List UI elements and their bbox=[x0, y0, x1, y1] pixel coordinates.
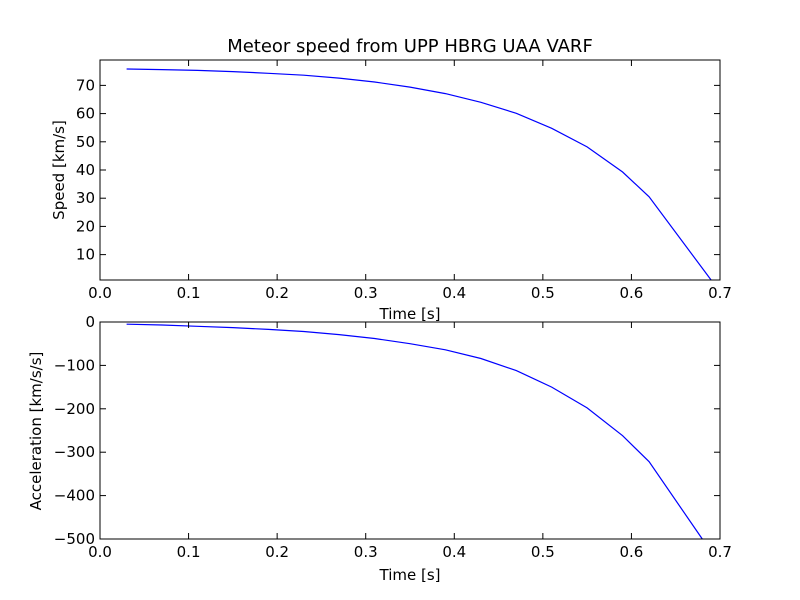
speed-x-tick-label: 0.2 bbox=[265, 284, 289, 302]
acceleration-y-tick-label: −100 bbox=[54, 356, 95, 374]
acceleration-x-axis-label: Time [s] bbox=[379, 566, 441, 584]
acceleration-x-tick-label: 0.3 bbox=[354, 543, 378, 561]
speed-x-ticks: 0.0 0.1 0.2 0.3 0.4 0.5 0.6 0.7 bbox=[88, 60, 732, 302]
acceleration-y-tick-label: −200 bbox=[54, 400, 95, 418]
acceleration-y-ticks: 0 −100 −200 −300 −400 −500 bbox=[54, 313, 720, 548]
speed-x-tick-label: 0.0 bbox=[88, 284, 112, 302]
acceleration-axes-frame bbox=[99, 321, 721, 540]
acceleration-x-tick-label: 0.4 bbox=[442, 543, 466, 561]
acceleration-x-tick-label: 0.7 bbox=[708, 543, 732, 561]
acceleration-y-tick-label: −500 bbox=[54, 530, 95, 548]
acceleration-x-ticks: 0.0 0.1 0.2 0.3 0.4 0.5 0.6 0.7 bbox=[88, 322, 732, 561]
speed-panel: Meteor speed from UPP HBRG UAA VARF 0.0 0… bbox=[50, 36, 732, 323]
speed-x-tick-label: 0.3 bbox=[354, 284, 378, 302]
acceleration-y-axis-label: Acceleration [km/s/s] bbox=[27, 352, 45, 511]
acceleration-y-tick-label: −400 bbox=[54, 487, 95, 505]
speed-y-tick-label: 30 bbox=[76, 189, 95, 207]
acceleration-y-tick-label: −300 bbox=[54, 443, 95, 461]
acceleration-y-tick-label: 0 bbox=[85, 313, 95, 331]
speed-x-tick-label: 0.4 bbox=[442, 284, 466, 302]
speed-y-ticks: 10 20 30 40 50 60 70 bbox=[76, 76, 720, 264]
speed-axes-frame bbox=[99, 59, 721, 281]
acceleration-x-tick-label: 0.6 bbox=[619, 543, 643, 561]
speed-y-tick-label: 60 bbox=[76, 105, 95, 123]
speed-y-tick-label: 20 bbox=[76, 217, 95, 235]
speed-plot-area: 0.0 0.1 0.2 0.3 0.4 0.5 0.6 0.7 10 20 30 40 50 60 70 bbox=[76, 59, 732, 302]
acceleration-series bbox=[126, 323, 703, 540]
acceleration-x-tick-label: 0.5 bbox=[531, 543, 555, 561]
acceleration-series-line bbox=[126, 323, 703, 540]
speed-y-tick-label: 70 bbox=[76, 76, 95, 94]
speed-chart-title: Meteor speed from UPP HBRG UAA VARF bbox=[227, 36, 593, 57]
speed-y-tick-label: 40 bbox=[76, 161, 95, 179]
speed-y-tick-label: 10 bbox=[76, 246, 95, 264]
speed-y-tick-label: 50 bbox=[76, 133, 95, 151]
speed-y-axis-label: Speed [km/s] bbox=[50, 120, 68, 220]
speed-x-tick-label: 0.6 bbox=[619, 284, 643, 302]
speed-plot-background bbox=[100, 60, 720, 280]
acceleration-x-tick-label: 0.0 bbox=[88, 543, 112, 561]
speed-x-tick-label: 0.1 bbox=[177, 284, 201, 302]
acceleration-x-tick-label: 0.1 bbox=[177, 543, 201, 561]
speed-series-line bbox=[126, 68, 712, 281]
acceleration-plot-background bbox=[100, 322, 720, 539]
speed-x-axis-label: Time [s] bbox=[379, 305, 441, 323]
speed-series bbox=[126, 68, 712, 281]
acceleration-panel: 0.0 0.1 0.2 0.3 0.4 0.5 0.6 0.7 0 −100 −200 −300 −4… bbox=[27, 313, 732, 584]
speed-x-tick-label: 0.7 bbox=[708, 284, 732, 302]
speed-x-tick-label: 0.5 bbox=[531, 284, 555, 302]
acceleration-x-tick-label: 0.2 bbox=[265, 543, 289, 561]
acceleration-plot-area: 0.0 0.1 0.2 0.3 0.4 0.5 0.6 0.7 0 −100 −200 −300 −4… bbox=[54, 313, 732, 561]
